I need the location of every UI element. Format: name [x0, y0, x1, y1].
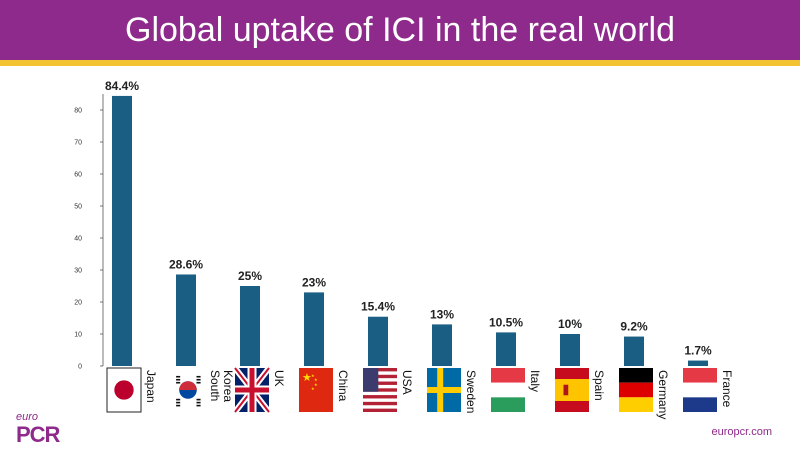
bar-9 [688, 360, 708, 366]
svg-text:★: ★ [311, 373, 315, 378]
data-label: 28.6% [169, 257, 203, 271]
germany-flag [619, 368, 653, 412]
italy-flag [491, 368, 525, 412]
category-label: China [336, 370, 350, 402]
usa-flag [363, 368, 397, 412]
spain-flag [555, 368, 589, 412]
category-label: USA [400, 370, 414, 395]
category-label: Korea [221, 370, 235, 402]
category-label: Sweden [464, 370, 478, 413]
svg-text:★: ★ [314, 377, 318, 382]
y-tick-label: 0 [78, 364, 82, 371]
category-label: UK [272, 370, 286, 387]
data-label: 13% [430, 307, 454, 321]
japan-flag [106, 367, 142, 413]
bar-7 [560, 334, 580, 366]
category-label: South [208, 370, 222, 401]
logo-euro-text: euro [16, 411, 39, 423]
slide-title: Global uptake of ICI in the real world [125, 11, 675, 49]
data-label: 25% [238, 269, 262, 283]
y-tick-label: 40 [74, 236, 82, 243]
y-tick-label: 80 [74, 108, 82, 115]
category-label: Italy [528, 370, 542, 392]
data-label: 15.4% [361, 300, 395, 314]
category-label: Spain [592, 370, 606, 401]
data-label: 1.7% [684, 344, 712, 358]
svg-text:★: ★ [314, 382, 318, 387]
y-tick-label: 20 [74, 300, 82, 307]
europcr-logo: euro PCR [16, 411, 60, 447]
bar-0 [112, 95, 132, 367]
category-label: France [720, 370, 734, 408]
category-label: Japan [144, 370, 158, 403]
data-label: 10% [558, 317, 582, 331]
svg-text:★: ★ [311, 386, 315, 391]
bar-6 [496, 332, 516, 366]
data-label: 23% [302, 275, 326, 289]
category-label: Germany [656, 370, 670, 419]
data-label: 10.5% [489, 315, 523, 329]
y-tick-label: 50 [74, 204, 82, 211]
bar-3 [304, 292, 324, 366]
china-flag: ★ ★★★★ [299, 368, 333, 412]
y-tick-label: 10 [74, 332, 82, 339]
data-label: 84.4% [105, 79, 139, 93]
bar-8 [624, 336, 644, 366]
title-underline [0, 60, 800, 66]
bar-5 [432, 324, 452, 366]
site-url: europcr.com [711, 426, 772, 438]
title-bar: Global uptake of ICI in the real world [0, 0, 800, 60]
y-tick-label: 70 [74, 140, 82, 147]
logo-pcr-text: PCR [16, 422, 60, 447]
bar-2 [240, 286, 260, 366]
bar-4 [368, 316, 388, 366]
data-label: 9.2% [620, 320, 648, 334]
uk-flag [232, 366, 272, 414]
bar-1 [176, 274, 196, 366]
svg-text:★: ★ [302, 371, 312, 384]
sweden-flag [427, 368, 461, 412]
france-flag [683, 368, 717, 412]
y-tick-label: 60 [74, 172, 82, 179]
y-tick-label: 30 [74, 268, 82, 275]
south-korea-flag [171, 368, 205, 412]
